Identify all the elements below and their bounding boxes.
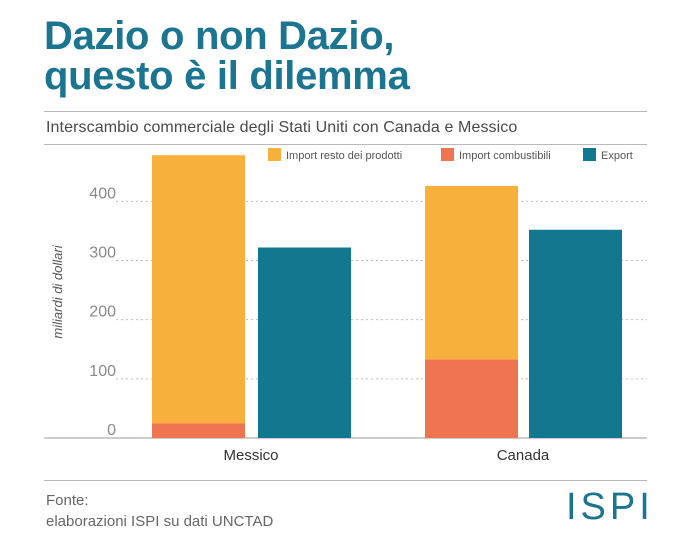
bar-import-fuel-messico	[152, 423, 245, 438]
source-label: Fonte:	[46, 492, 89, 509]
bottom-divider	[44, 480, 647, 481]
x-tick-label-messico: Messico	[223, 447, 278, 464]
legend-swatch-import-other	[268, 148, 281, 161]
y-tick-label: 0	[107, 422, 116, 439]
bar-import-other-canada	[425, 185, 518, 360]
x-axis-labels: Messico Canada	[223, 447, 549, 464]
legend: Import resto dei prodotti Import combusti…	[268, 148, 633, 162]
bars	[152, 155, 622, 438]
bar-export-canada	[529, 229, 622, 438]
top-divider	[44, 111, 647, 112]
y-tick-label: 300	[89, 245, 116, 262]
y-axis-ticks: 0 100 200 300 400	[89, 185, 116, 439]
y-axis-label: miliardi di dollari	[50, 244, 65, 338]
legend-swatch-export	[583, 148, 596, 161]
legend-swatch-import-fuel	[441, 148, 454, 161]
subtitle-divider	[44, 144, 647, 145]
bar-import-fuel-canada	[425, 359, 518, 438]
ispi-logo: ISPI	[566, 486, 654, 528]
x-tick-label-canada: Canada	[497, 447, 550, 464]
y-tick-label: 200	[89, 304, 116, 321]
chart-title: Dazio o non Dazio, questo è il dilemma	[44, 16, 410, 96]
legend-label-import-other: Import resto dei prodotti	[286, 150, 402, 162]
title-line-2: questo è il dilemma	[44, 54, 410, 98]
bar-export-messico	[258, 247, 351, 438]
title-line-1: Dazio o non Dazio,	[44, 14, 395, 58]
legend-label-export: Export	[601, 150, 633, 162]
y-tick-label: 100	[89, 363, 116, 380]
y-tick-label: 400	[89, 185, 116, 202]
source-note: Fonte: elaborazioni ISPI su dati UNCTAD	[46, 490, 273, 532]
legend-label-import-fuel: Import combustibili	[459, 150, 551, 162]
chart-subtitle: Interscambio commerciale degli Stati Uni…	[46, 119, 518, 136]
bar-import-other-messico	[152, 155, 245, 424]
source-text: elaborazioni ISPI su dati UNCTAD	[46, 513, 274, 530]
